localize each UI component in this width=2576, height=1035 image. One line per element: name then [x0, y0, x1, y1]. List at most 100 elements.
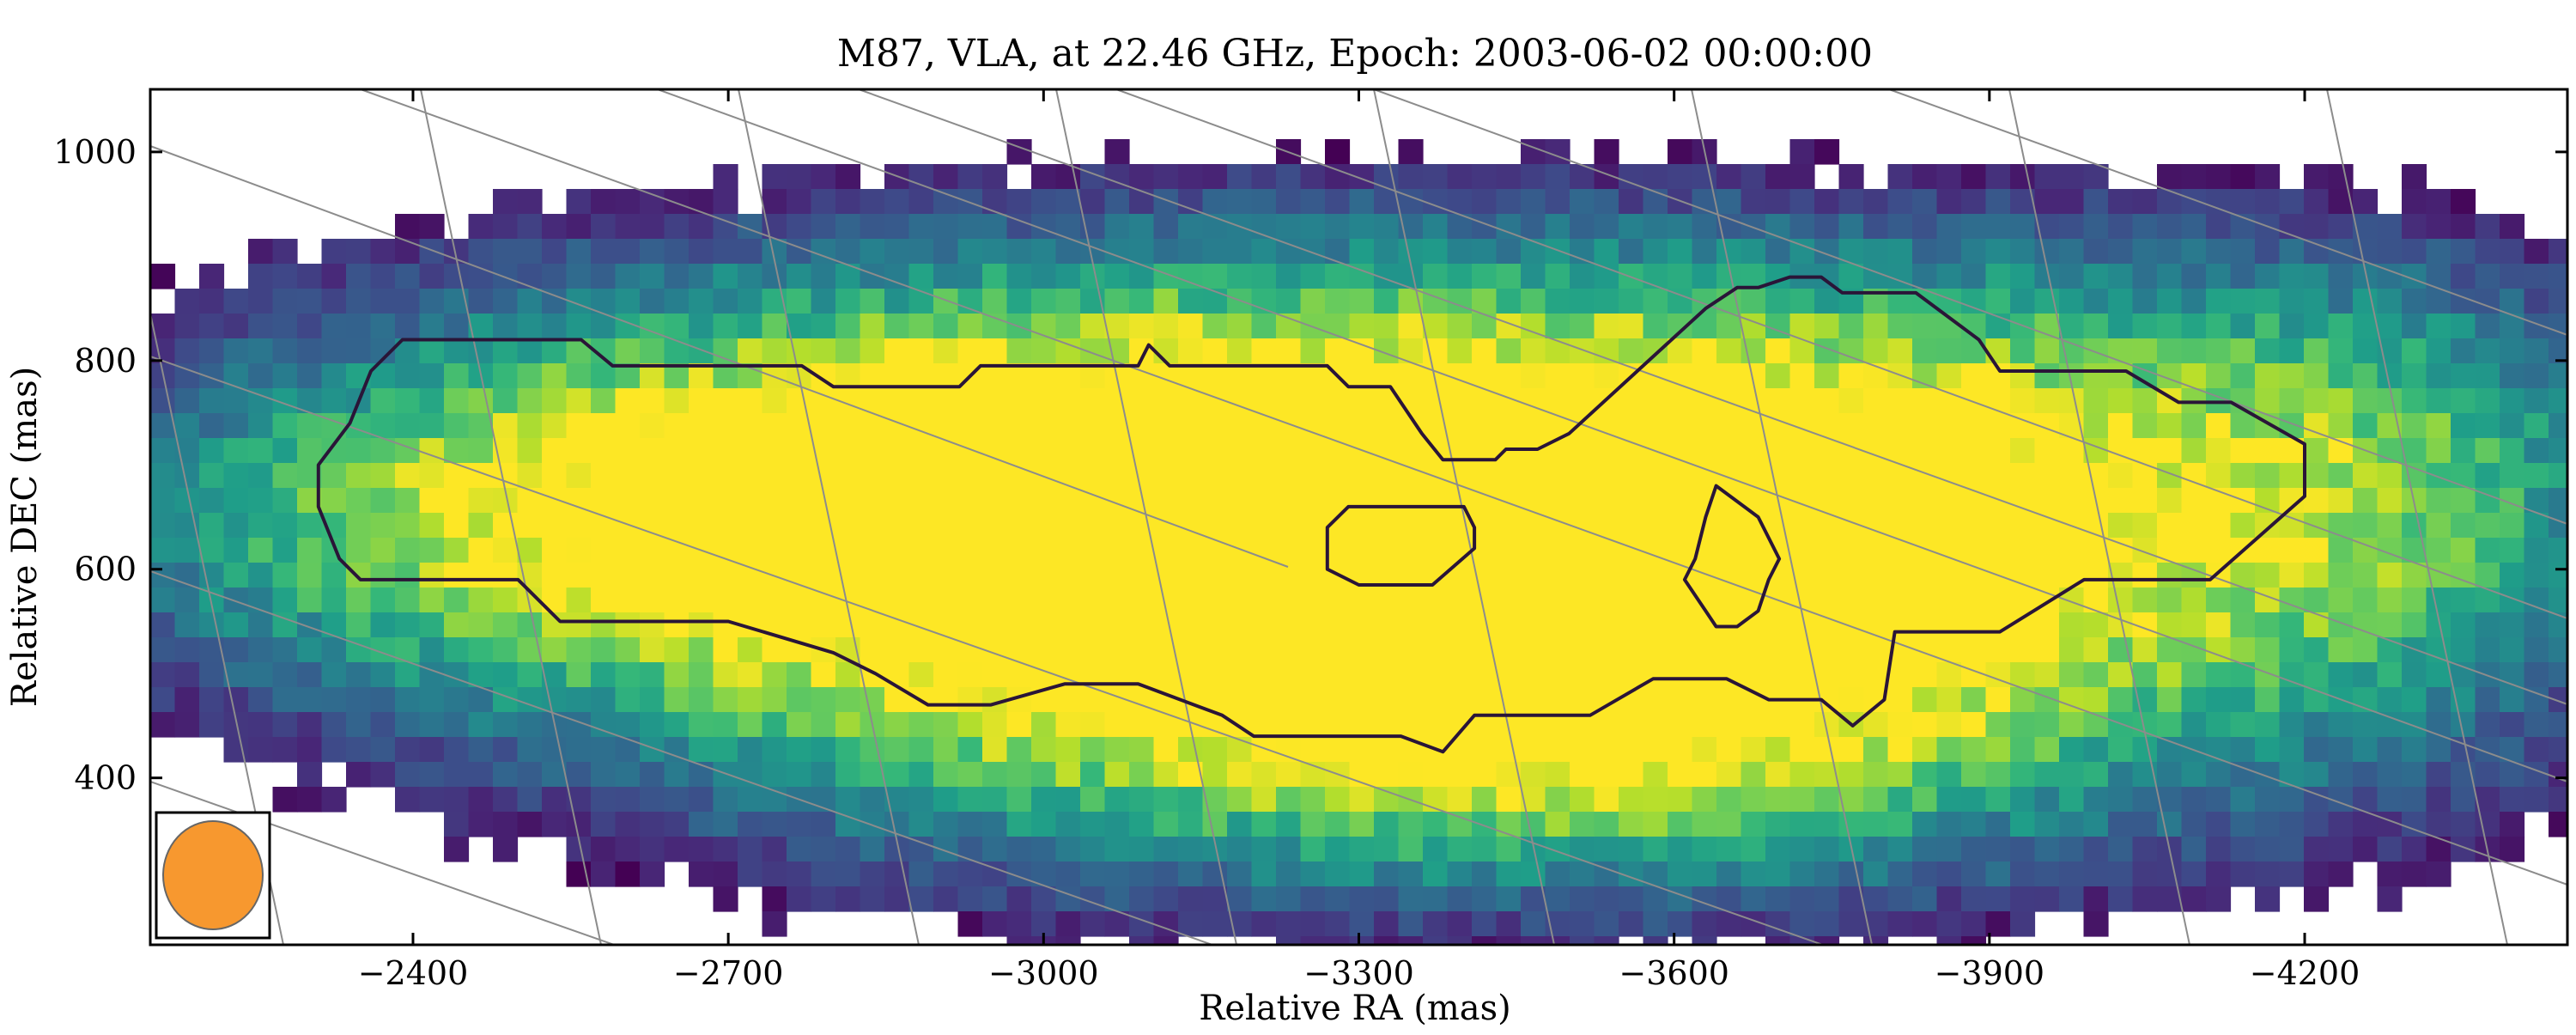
heatmap-cell — [2181, 886, 2207, 912]
heatmap-cell — [2083, 637, 2109, 663]
heatmap-cell — [2426, 837, 2451, 862]
heatmap-cell — [1496, 936, 1522, 945]
heatmap-cell — [2157, 687, 2183, 713]
heatmap-cell — [2206, 363, 2232, 389]
heatmap-cell — [2059, 164, 2085, 190]
heatmap-cell — [860, 687, 885, 713]
heatmap-cell — [1521, 787, 1546, 813]
heatmap-cell — [150, 612, 176, 638]
heatmap-cell — [493, 712, 519, 738]
x-tick-label: −3900 — [1935, 954, 2045, 992]
heatmap-cell — [1398, 463, 1424, 489]
heatmap-cell — [2157, 338, 2183, 364]
heatmap-cell — [1006, 936, 1032, 945]
heatmap-cell — [1692, 388, 1717, 414]
heatmap-cell — [1447, 388, 1473, 414]
heatmap-cell — [1814, 189, 1840, 215]
heatmap-cell — [787, 812, 812, 837]
heatmap-cell — [713, 413, 738, 439]
heatmap-cell — [370, 662, 396, 688]
heatmap-cell — [2034, 438, 2060, 464]
heatmap-cell — [1521, 563, 1546, 588]
heatmap-cell — [1985, 413, 2011, 439]
heatmap-cell — [1521, 911, 1546, 937]
heatmap-cell — [2500, 388, 2525, 414]
heatmap-cell — [2255, 538, 2281, 563]
heatmap-cell — [444, 264, 470, 289]
heatmap-cell — [1863, 762, 1889, 788]
heatmap-cell — [1985, 687, 2011, 713]
heatmap-cell — [1936, 438, 1962, 464]
heatmap-cell — [884, 388, 910, 414]
heatmap-cell — [2181, 762, 2207, 788]
heatmap-cell — [272, 264, 298, 289]
heatmap-cell — [1447, 463, 1473, 489]
heatmap-cell — [468, 787, 494, 813]
heatmap-cell — [517, 787, 543, 813]
heatmap-cell — [1545, 139, 1571, 165]
heatmap-cell — [1251, 513, 1277, 539]
heatmap-cell — [2132, 488, 2158, 514]
heatmap-cell — [1349, 239, 1375, 265]
heatmap-cell — [1472, 338, 1498, 364]
heatmap-cell — [1619, 314, 1644, 339]
heatmap-cell — [1325, 314, 1351, 339]
heatmap-cell — [1619, 338, 1644, 364]
heatmap-cell — [2010, 289, 2036, 314]
heatmap-cell — [1251, 338, 1277, 364]
heatmap-cell — [860, 612, 885, 638]
heatmap-cell — [860, 861, 885, 887]
heatmap-cell — [1251, 189, 1277, 215]
heatmap-cell — [2132, 662, 2158, 688]
heatmap-cell — [2426, 189, 2451, 215]
heatmap-cell — [1961, 164, 1987, 190]
heatmap-cell — [321, 687, 347, 713]
heatmap-cell — [517, 338, 543, 364]
heatmap-cell — [2353, 737, 2379, 763]
heatmap-cell — [1374, 612, 1400, 638]
heatmap-cell — [1153, 911, 1179, 937]
heatmap-cell — [395, 513, 421, 539]
heatmap-cell — [566, 239, 592, 265]
heatmap-cell — [1887, 413, 1913, 439]
heatmap-cell — [933, 737, 959, 763]
heatmap-cell — [1887, 837, 1913, 862]
heatmap-cell — [957, 463, 983, 489]
heatmap-cell — [1545, 662, 1571, 688]
heatmap-cell — [640, 189, 665, 215]
heatmap-cell — [2108, 712, 2134, 738]
heatmap-cell — [1765, 812, 1791, 837]
heatmap-cell — [1423, 214, 1449, 240]
heatmap-cell — [1936, 363, 1962, 389]
heatmap-cell — [1227, 687, 1253, 713]
heatmap-cell — [1080, 612, 1106, 638]
heatmap-cell — [2083, 164, 2109, 190]
heatmap-cell — [1080, 264, 1106, 289]
heatmap-cell — [346, 463, 372, 489]
heatmap-cell — [1472, 861, 1498, 887]
heatmap-cell — [566, 637, 592, 663]
heatmap-cell — [2328, 314, 2354, 339]
heatmap-cell — [860, 637, 885, 663]
heatmap-cell — [1619, 612, 1644, 638]
heatmap-cell — [1863, 538, 1889, 563]
heatmap-cell — [1619, 214, 1644, 240]
heatmap-cell — [2010, 388, 2036, 414]
heatmap-cell — [1374, 214, 1400, 240]
heatmap-cell — [2059, 214, 2085, 240]
heatmap-cell — [1325, 214, 1351, 240]
heatmap-cell — [2426, 712, 2451, 738]
heatmap-cell — [933, 363, 959, 389]
heatmap-cell — [1202, 463, 1228, 489]
heatmap-cell — [1006, 737, 1032, 763]
heatmap-cell — [1741, 438, 1766, 464]
heatmap-cell — [1104, 189, 1130, 215]
heatmap-cell — [1668, 588, 1693, 613]
heatmap-cell — [493, 289, 519, 314]
heatmap-cell — [615, 438, 641, 464]
heatmap-cell — [640, 687, 665, 713]
heatmap-cell — [811, 463, 836, 489]
heatmap-cell — [1936, 488, 1962, 514]
heatmap-cell — [2426, 687, 2451, 713]
heatmap-cell — [2034, 239, 2060, 265]
